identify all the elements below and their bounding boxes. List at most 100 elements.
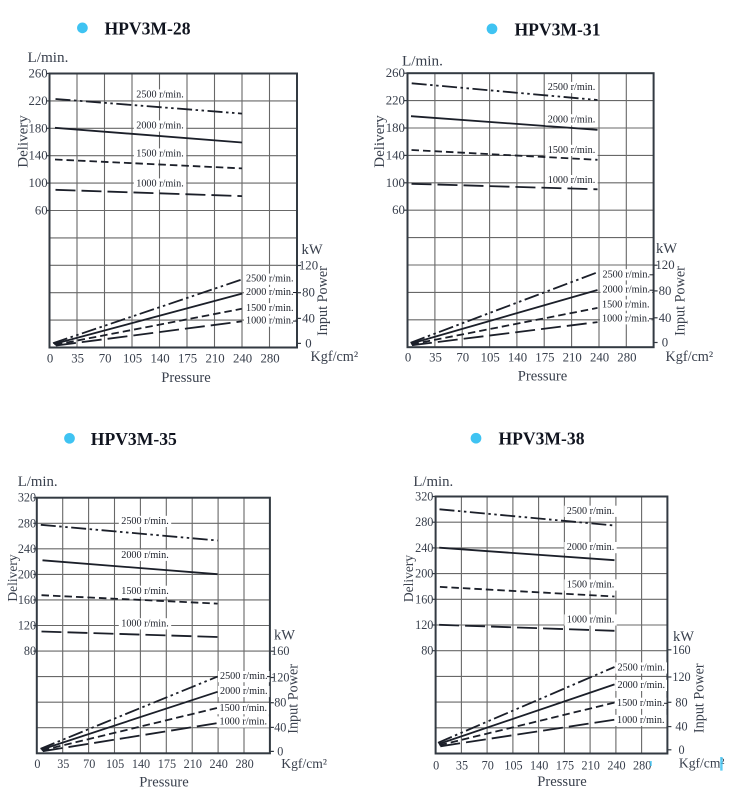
svg-text:kW: kW [302, 242, 323, 258]
svg-text:105: 105 [481, 351, 500, 365]
svg-text:80: 80 [302, 286, 315, 300]
svg-text:140: 140 [28, 149, 47, 163]
svg-text:120: 120 [672, 670, 690, 684]
svg-text:35: 35 [456, 758, 468, 772]
svg-text:240: 240 [415, 541, 433, 555]
svg-text:280: 280 [260, 351, 279, 365]
svg-text:1500 r/min.: 1500 r/min. [246, 303, 294, 314]
svg-text:280: 280 [633, 758, 651, 772]
svg-text:140: 140 [530, 758, 548, 772]
svg-text:180: 180 [28, 121, 47, 135]
svg-text:260: 260 [386, 66, 405, 80]
svg-text:kW: kW [656, 241, 677, 257]
svg-text:280: 280 [235, 757, 253, 771]
svg-text:1500 r/min.: 1500 r/min. [121, 586, 169, 597]
svg-text:Input Power: Input Power [315, 266, 331, 336]
svg-text:2500 r/min.: 2500 r/min. [136, 90, 184, 101]
svg-text:0: 0 [305, 336, 311, 350]
svg-text:1500 r/min.: 1500 r/min. [548, 145, 596, 156]
svg-text:2500 r/min.: 2500 r/min. [567, 506, 615, 517]
svg-text:105: 105 [504, 758, 522, 772]
svg-text:HPV3M-35: HPV3M-35 [91, 429, 177, 449]
svg-text:Input Power: Input Power [285, 664, 301, 734]
svg-text:280: 280 [617, 351, 636, 365]
svg-text:kW: kW [274, 627, 295, 643]
svg-text:180: 180 [386, 121, 405, 135]
svg-text:Pressure: Pressure [537, 774, 586, 790]
svg-text:1000 r/min.: 1000 r/min. [136, 179, 184, 190]
svg-text:80: 80 [421, 644, 433, 658]
svg-text:175: 175 [535, 351, 554, 365]
svg-text:40: 40 [675, 720, 687, 734]
svg-text:1000 r/min.: 1000 r/min. [121, 618, 169, 629]
svg-text:2500 r/min.: 2500 r/min. [246, 274, 294, 285]
svg-text:L/min.: L/min. [28, 49, 69, 66]
svg-text:140: 140 [132, 757, 150, 771]
svg-text:2000 r/min.: 2000 r/min. [618, 680, 666, 691]
svg-text:200: 200 [18, 567, 36, 581]
svg-text:320: 320 [415, 490, 433, 504]
svg-text:120: 120 [415, 618, 433, 632]
svg-text:0: 0 [405, 351, 411, 365]
svg-text:Kgf/cm²: Kgf/cm² [281, 756, 327, 771]
svg-text:0: 0 [34, 757, 40, 771]
svg-text:120: 120 [299, 259, 318, 273]
svg-text:Input Power: Input Power [673, 266, 689, 336]
svg-text:2000 r/min.: 2000 r/min. [548, 114, 596, 125]
svg-text:2500 r/min.: 2500 r/min. [548, 82, 596, 93]
svg-text:140: 140 [386, 148, 405, 162]
svg-text:60: 60 [392, 203, 405, 217]
svg-text:210: 210 [563, 351, 582, 365]
svg-text:0: 0 [47, 351, 53, 365]
svg-text:70: 70 [99, 351, 112, 365]
svg-text:2500 r/min.: 2500 r/min. [220, 671, 268, 682]
svg-text:80: 80 [659, 284, 672, 298]
svg-text:1500 r/min.: 1500 r/min. [617, 698, 665, 709]
svg-text:140: 140 [150, 351, 169, 365]
svg-text:100: 100 [386, 176, 405, 190]
svg-text:320: 320 [18, 491, 36, 505]
svg-text:40: 40 [659, 311, 672, 325]
svg-text:80: 80 [675, 695, 687, 709]
svg-text:35: 35 [57, 757, 69, 771]
svg-text:L/min.: L/min. [18, 474, 58, 490]
svg-text:120: 120 [18, 619, 36, 633]
svg-text:40: 40 [302, 311, 315, 325]
svg-text:160: 160 [415, 592, 433, 606]
svg-text:80: 80 [24, 644, 36, 658]
svg-text:280: 280 [415, 515, 433, 529]
svg-text:2000 r/min.: 2000 r/min. [136, 121, 184, 132]
svg-text:2500 r/min.: 2500 r/min. [603, 269, 651, 280]
svg-text:Pressure: Pressure [139, 775, 188, 791]
svg-text:175: 175 [158, 757, 176, 771]
svg-text:2000 r/min.: 2000 r/min. [220, 686, 268, 697]
svg-text:1000 r/min.: 1000 r/min. [567, 615, 615, 626]
svg-text:120: 120 [655, 258, 674, 272]
svg-text:240: 240 [233, 351, 252, 365]
svg-text:220: 220 [386, 94, 405, 108]
svg-text:210: 210 [205, 351, 224, 365]
svg-text:100: 100 [28, 176, 47, 190]
svg-text:60: 60 [35, 204, 48, 218]
svg-text:210: 210 [582, 758, 600, 772]
svg-text:2500 r/min.: 2500 r/min. [121, 516, 169, 527]
svg-text:0: 0 [433, 758, 439, 772]
svg-text:2000 r/min.: 2000 r/min. [603, 285, 651, 296]
svg-text:L/min.: L/min. [402, 53, 443, 70]
svg-text:1000 r/min.: 1000 r/min. [220, 717, 268, 728]
svg-text:140: 140 [508, 351, 527, 365]
svg-text:Delivery: Delivery [16, 115, 32, 168]
svg-text:35: 35 [429, 351, 442, 365]
svg-text:Delivery: Delivery [372, 115, 388, 168]
svg-text:HPV3M-28: HPV3M-28 [105, 18, 191, 38]
svg-text:2000 r/min.: 2000 r/min. [246, 287, 294, 298]
svg-text:1000 r/min.: 1000 r/min. [548, 175, 596, 186]
svg-text:160: 160 [18, 593, 36, 607]
svg-text:1500 r/min.: 1500 r/min. [567, 580, 615, 591]
svg-text:Kgf/cm²: Kgf/cm² [311, 349, 359, 365]
svg-text:Kgf/cm²: Kgf/cm² [679, 756, 725, 771]
svg-text:240: 240 [607, 758, 625, 772]
svg-text:240: 240 [590, 351, 609, 365]
svg-text:220: 220 [28, 94, 47, 108]
svg-text:105: 105 [106, 757, 124, 771]
